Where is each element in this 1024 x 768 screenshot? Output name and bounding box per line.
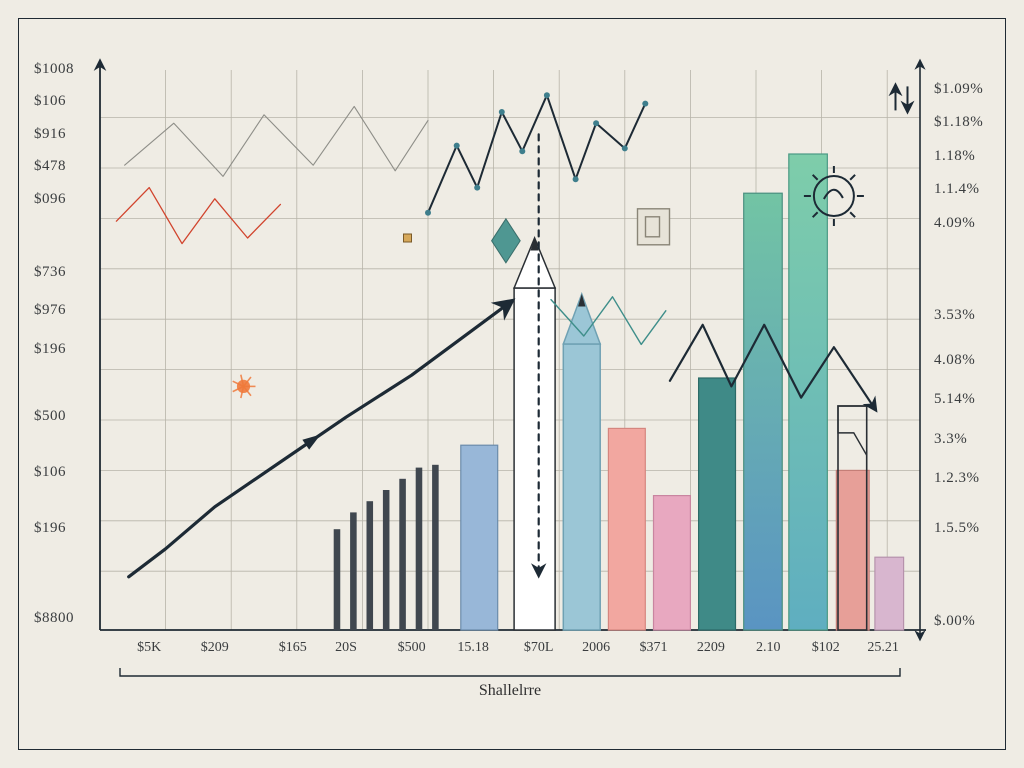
bar [608,428,645,630]
x-tick: 20S [335,640,357,656]
bar [836,470,869,630]
y-tick-right: $1.09% [934,81,983,98]
y-tick-left: $196 [34,341,66,358]
bar [563,344,600,630]
x-axis-label: Shallelrre [479,682,541,700]
chart-line [116,188,280,244]
y-tick-left: $1008 [34,61,74,78]
bar [367,501,374,630]
marker-icon [404,234,412,242]
bar [654,496,691,630]
x-tick: 2209 [697,640,725,656]
x-tick: $70L [524,640,554,656]
bar [699,378,736,630]
y-tick-right: 1.1.4% [934,181,980,198]
chart-line [125,106,428,176]
x-tick: 2006 [582,640,610,656]
x-tick: $102 [812,640,840,656]
bar [416,468,423,630]
y-tick-right: 4.08% [934,352,975,369]
y-tick-right: 3.3% [934,431,967,448]
x-tick: 15.18 [457,640,489,656]
y-tick-left: $106 [34,93,66,110]
bar [789,154,828,630]
y-tick-right: $1.18% [934,114,983,131]
y-tick-left: $478 [34,158,66,175]
bar [461,445,498,630]
bar [383,490,390,630]
y-tick-left: $106 [34,464,66,481]
y-tick-right: 1.2.3% [934,470,980,487]
x-tick: $209 [201,640,229,656]
bar [514,288,555,630]
x-tick: $500 [398,640,426,656]
bar [744,193,783,630]
x-tick: 25.21 [867,640,899,656]
bar [432,465,439,630]
y-tick-left: $196 [34,520,66,537]
bar [350,512,357,630]
x-tick: $371 [640,640,668,656]
y-tick-left: $976 [34,302,66,319]
y-tick-right: 1.5.5% [934,520,980,537]
y-tick-right: 5.14% [934,391,975,408]
x-tick: $165 [279,640,307,656]
diamond-icon [492,219,521,263]
y-tick-left: $500 [34,408,66,425]
bar [875,557,904,630]
x-tick: $5K [137,640,161,656]
x-tick: 2.10 [756,640,781,656]
y-tick-left: $916 [34,126,66,143]
bar [334,529,341,630]
chart-line [129,302,510,576]
y-tick-right: 1.18% [934,148,975,165]
y-tick-left: $096 [34,191,66,208]
y-tick-left: $8800 [34,610,74,627]
y-tick-right: 3.53% [934,307,975,324]
label-box [638,209,670,245]
y-tick-right: 4.09% [934,215,975,232]
y-tick-right: $.00% [934,613,975,630]
chart-line [428,95,645,213]
y-tick-left: $736 [34,264,66,281]
bar [399,479,406,630]
